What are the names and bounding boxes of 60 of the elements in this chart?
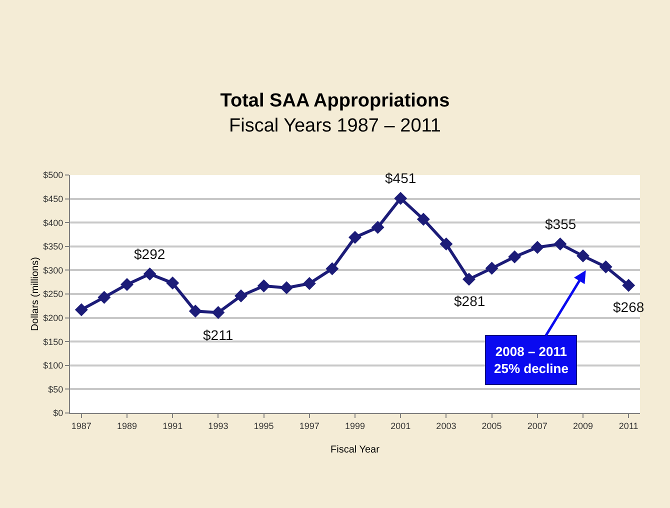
y-tick-label: $100 [43,360,64,371]
x-tick-label: 1989 [116,420,138,431]
annotation: $211 [203,327,234,343]
point [257,279,270,292]
annotation: $292 [134,246,166,262]
y-tick-label: $400 [43,218,64,228]
y-tick-label: $50 [48,384,64,394]
point [120,278,134,291]
point [440,238,453,251]
point [622,278,636,292]
point [280,281,294,294]
annotation: $451 [385,170,416,186]
y-axis-title: Dollars (millions) [30,257,42,331]
x-tick-label: 1999 [344,420,366,431]
x-tick-label: 1995 [254,420,274,431]
point [416,212,430,226]
y-tick-label: $0 [53,408,64,418]
chart-title: Total SAA Appropriations [220,90,450,112]
point [576,249,590,262]
point [326,262,339,276]
annotation: 2008 – 2011 25% decline [494,344,568,376]
point [98,290,111,304]
point [508,250,522,264]
y-tick-label: $150 [43,336,64,347]
chart-subtitle: Fiscal Years 1987 – 2011 [229,115,441,136]
y-tick-label: $250 [43,289,64,300]
point [212,306,225,320]
y-tick-label: $300 [43,265,64,276]
x-tick-label: 2005 [482,420,502,431]
y-tick-label: $500 [43,170,64,180]
x-axis-title: Fiscal Year [330,444,380,456]
point [166,276,180,290]
x-tick-label: 1991 [162,420,183,431]
point [394,192,408,205]
x-tick-label: 1997 [299,420,320,431]
point [530,240,544,254]
point [371,220,384,234]
x-tick-label: 2001 [390,420,411,431]
x-tick-label: 2011 [618,420,638,431]
y-tick-label: $350 [43,242,64,252]
point [554,238,567,251]
point [302,277,316,290]
point [188,304,202,318]
annotation: $355 [545,216,576,232]
x-tick-label: 2003 [436,420,456,431]
point [485,262,498,275]
point [348,230,362,244]
point [234,289,248,302]
point [462,272,476,286]
point [599,260,612,274]
point [74,303,88,316]
x-tick-label: 1987 [71,420,92,431]
point [143,268,156,281]
annotation: $268 [613,299,644,315]
y-tick-label: $450 [43,194,64,204]
x-tick-label: 2007 [527,420,548,431]
x-tick-label: 1993 [208,420,228,431]
x-tick-label: 2009 [572,420,594,431]
annotation: $281 [454,293,486,309]
y-tick-label: $200 [43,312,64,323]
